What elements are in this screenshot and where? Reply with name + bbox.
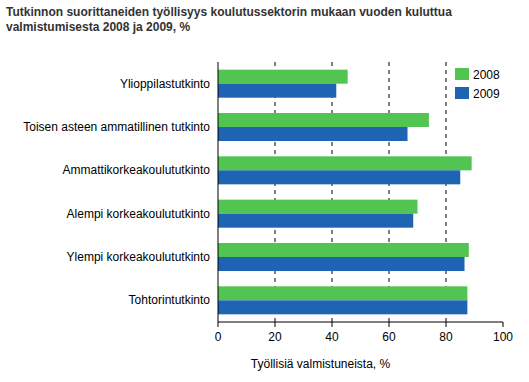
- bar: [218, 70, 348, 84]
- tick: [275, 322, 276, 327]
- tick-label: 60: [382, 330, 396, 344]
- tick: [332, 322, 333, 327]
- bar: [218, 84, 336, 98]
- category-label: Ylempi korkeakoulututkinto: [67, 250, 211, 264]
- tick-label: 80: [439, 330, 453, 344]
- tick-label: 0: [215, 330, 222, 344]
- tick-label: 40: [325, 330, 339, 344]
- category-label: Ammattikorkeakoulututkinto: [63, 163, 211, 177]
- y-axis: [218, 62, 219, 322]
- category-label: Alempi korkeakoulututkinto: [67, 207, 211, 221]
- tick-label: 100: [493, 330, 513, 344]
- bar: [218, 286, 467, 300]
- x-axis: [218, 322, 503, 323]
- legend-swatch: [455, 87, 469, 99]
- bar: [218, 300, 467, 314]
- bar: [218, 170, 460, 184]
- legend-swatch: [455, 68, 469, 80]
- category-label: Tohtorintutkinto: [129, 293, 211, 307]
- bar: [218, 127, 408, 141]
- tick: [503, 322, 504, 327]
- tick: [389, 322, 390, 327]
- bar: [218, 200, 418, 214]
- bar: [218, 257, 465, 271]
- x-axis-label: Työllisiä valmistuneista, %: [251, 357, 391, 371]
- grid-line: [332, 62, 333, 322]
- bar: [218, 156, 472, 170]
- legend-label: 2008: [473, 68, 500, 82]
- category-label: Ylioppilastutkinto: [120, 77, 210, 91]
- category-label: Toisen asteen ammatillinen tutkinto: [23, 120, 210, 134]
- bar: [218, 243, 469, 257]
- tick: [446, 322, 447, 327]
- legend-label: 2009: [473, 87, 500, 101]
- tick: [218, 322, 219, 327]
- grid-line: [389, 62, 390, 322]
- bars: [218, 70, 472, 315]
- tick-label: 20: [268, 330, 282, 344]
- bar: [218, 214, 413, 228]
- title: Tutkinnon suorittaneiden työllisyys koul…: [6, 5, 511, 35]
- grid-line: [446, 62, 447, 322]
- grid-line: [275, 62, 276, 322]
- bar: [218, 113, 429, 127]
